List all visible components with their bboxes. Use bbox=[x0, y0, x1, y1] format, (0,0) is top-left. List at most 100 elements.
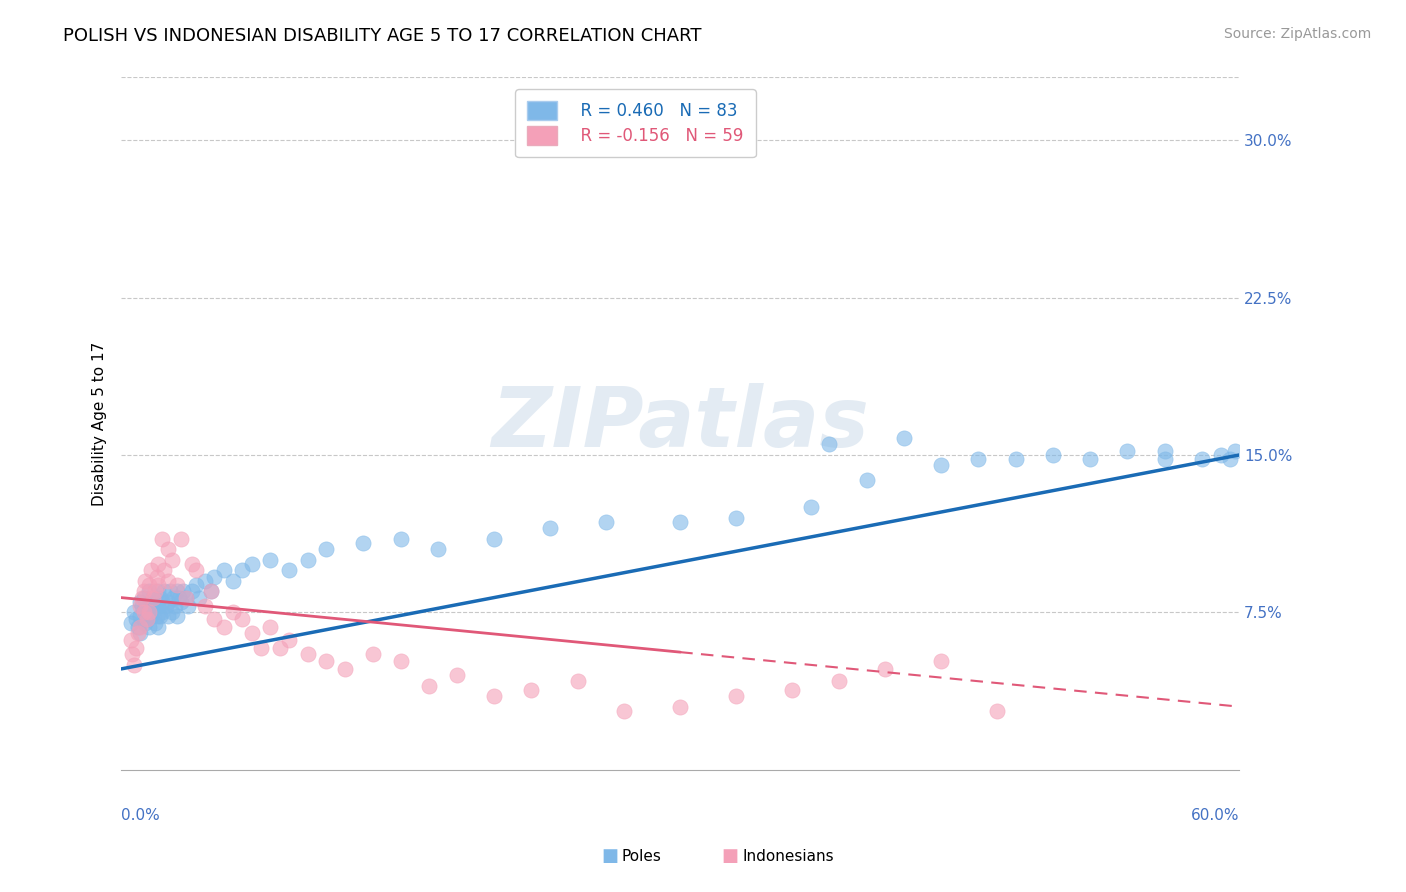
Point bbox=[132, 584, 155, 599]
Point bbox=[143, 615, 166, 630]
Point bbox=[148, 599, 170, 613]
Point bbox=[259, 620, 281, 634]
Point bbox=[725, 511, 748, 525]
Point bbox=[240, 626, 263, 640]
Point bbox=[150, 605, 173, 619]
Point bbox=[1209, 448, 1232, 462]
Point bbox=[595, 515, 617, 529]
Point bbox=[150, 532, 173, 546]
Point bbox=[613, 704, 636, 718]
Text: Indonesians: Indonesians bbox=[742, 849, 834, 863]
Point bbox=[148, 620, 170, 634]
Point bbox=[929, 458, 952, 473]
Point bbox=[389, 653, 412, 667]
Point bbox=[202, 569, 225, 583]
Point bbox=[297, 647, 319, 661]
Point bbox=[136, 611, 159, 625]
Point bbox=[389, 532, 412, 546]
Point bbox=[482, 532, 505, 546]
Point bbox=[259, 553, 281, 567]
Point bbox=[277, 563, 299, 577]
Point bbox=[1153, 452, 1175, 467]
Text: 60.0%: 60.0% bbox=[1191, 808, 1239, 823]
Point bbox=[200, 584, 222, 599]
Point bbox=[176, 591, 198, 605]
Point bbox=[170, 532, 193, 546]
Point bbox=[172, 584, 194, 599]
Point bbox=[134, 574, 156, 588]
Point bbox=[139, 595, 162, 609]
Point bbox=[1116, 443, 1139, 458]
Point bbox=[166, 584, 188, 599]
Point bbox=[156, 609, 179, 624]
Point bbox=[538, 521, 561, 535]
Point bbox=[170, 595, 193, 609]
Point bbox=[128, 595, 150, 609]
Point bbox=[986, 704, 1008, 718]
Point bbox=[1004, 452, 1026, 467]
Point bbox=[200, 584, 222, 599]
Point bbox=[194, 574, 217, 588]
Point bbox=[177, 599, 200, 613]
Point bbox=[184, 578, 207, 592]
Point bbox=[125, 640, 148, 655]
Point bbox=[134, 599, 156, 613]
Text: ZIPatlas: ZIPatlas bbox=[491, 383, 869, 464]
Point bbox=[166, 609, 188, 624]
Point bbox=[150, 595, 173, 609]
Point bbox=[181, 557, 204, 571]
Point bbox=[149, 591, 172, 605]
Point bbox=[156, 574, 179, 588]
Point bbox=[132, 591, 155, 605]
Point bbox=[136, 611, 159, 625]
Point bbox=[231, 563, 253, 577]
Point bbox=[184, 563, 207, 577]
Point bbox=[153, 584, 176, 599]
Point bbox=[139, 563, 162, 577]
Point bbox=[143, 599, 166, 613]
Point bbox=[669, 515, 692, 529]
Point bbox=[148, 584, 170, 599]
Point bbox=[297, 553, 319, 567]
Point bbox=[725, 689, 748, 703]
Point bbox=[800, 500, 823, 515]
Point bbox=[138, 578, 160, 592]
Point bbox=[277, 632, 299, 647]
Point bbox=[127, 620, 149, 634]
Point bbox=[142, 605, 165, 619]
Point bbox=[128, 626, 150, 640]
Point bbox=[120, 632, 142, 647]
Point bbox=[121, 647, 143, 661]
Point bbox=[418, 679, 440, 693]
Point bbox=[160, 605, 183, 619]
Point bbox=[212, 563, 235, 577]
Point bbox=[520, 682, 543, 697]
Point bbox=[148, 557, 170, 571]
Point bbox=[134, 615, 156, 630]
Point bbox=[159, 584, 181, 599]
Point bbox=[167, 591, 190, 605]
Text: ■: ■ bbox=[602, 847, 619, 865]
Point bbox=[875, 662, 897, 676]
Point bbox=[131, 599, 153, 613]
Point bbox=[156, 595, 179, 609]
Point bbox=[148, 578, 170, 592]
Point bbox=[353, 536, 375, 550]
Point bbox=[212, 620, 235, 634]
Text: ■: ■ bbox=[721, 847, 738, 865]
Point bbox=[125, 611, 148, 625]
Point bbox=[131, 591, 153, 605]
Point bbox=[1153, 443, 1175, 458]
Y-axis label: Disability Age 5 to 17: Disability Age 5 to 17 bbox=[93, 342, 107, 506]
Point bbox=[202, 611, 225, 625]
Point bbox=[162, 591, 184, 605]
Point bbox=[855, 473, 877, 487]
Point bbox=[1225, 443, 1247, 458]
Point bbox=[1191, 452, 1213, 467]
Point bbox=[482, 689, 505, 703]
Point bbox=[138, 584, 160, 599]
Point bbox=[1042, 448, 1064, 462]
Point bbox=[160, 553, 183, 567]
Point bbox=[153, 563, 176, 577]
Point bbox=[181, 584, 204, 599]
